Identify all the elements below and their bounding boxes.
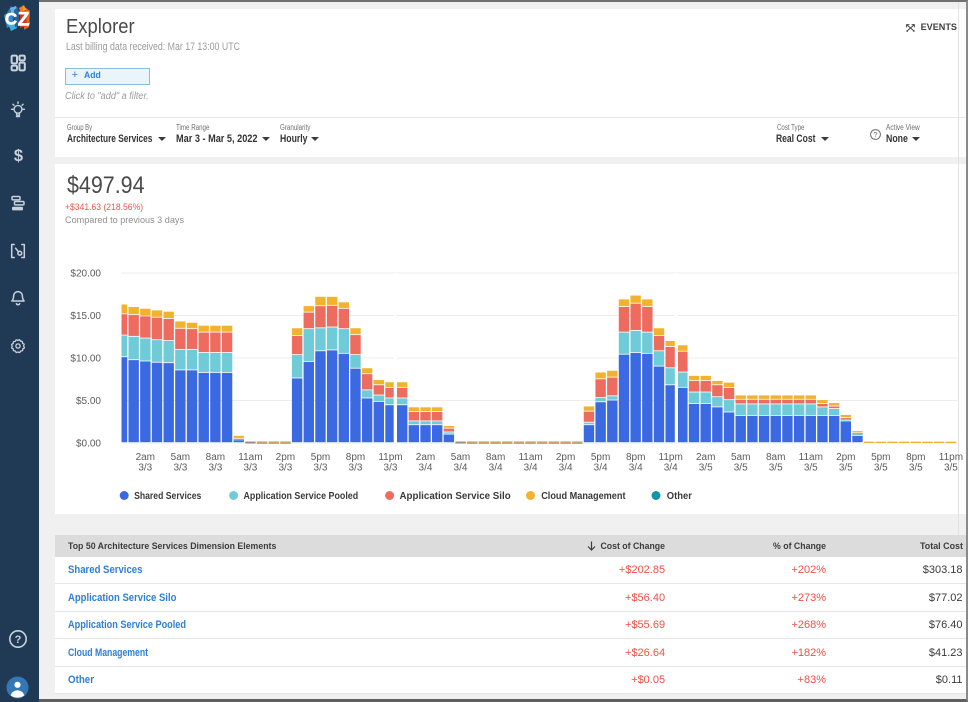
svg-text:11am: 11am [518, 452, 542, 463]
svg-text:3/5: 3/5 [944, 463, 958, 474]
svg-text:3/4: 3/4 [664, 463, 678, 474]
svg-text:$15.00: $15.00 [70, 311, 101, 322]
svg-text:$20.00: $20.00 [70, 269, 101, 280]
svg-text:3/3: 3/3 [138, 463, 152, 474]
svg-text:8am: 8am [486, 452, 505, 463]
svg-text:3/5: 3/5 [839, 463, 853, 474]
svg-text:$10.00: $10.00 [70, 354, 101, 365]
svg-text:3/4: 3/4 [489, 463, 503, 474]
svg-text:3/3: 3/3 [243, 463, 257, 474]
svg-text:?: ? [873, 130, 877, 139]
svg-text:3/4: 3/4 [524, 463, 538, 474]
svg-text:?: ? [15, 634, 22, 646]
svg-text:2pm: 2pm [556, 452, 575, 463]
svg-text:3/4: 3/4 [559, 463, 573, 474]
svg-text:3/5: 3/5 [769, 463, 783, 474]
svg-text:5am: 5am [451, 452, 470, 463]
svg-text:11am: 11am [799, 452, 823, 463]
svg-text:3/5: 3/5 [734, 463, 748, 474]
svg-text:2pm: 2pm [276, 452, 295, 463]
svg-text:Z: Z [18, 10, 30, 31]
svg-text:3/5: 3/5 [874, 463, 888, 474]
svg-text:3/3: 3/3 [349, 463, 363, 474]
svg-text:3/3: 3/3 [278, 463, 292, 474]
svg-text:8pm: 8pm [906, 452, 925, 463]
svg-text:3/5: 3/5 [909, 463, 923, 474]
svg-text:11pm: 11pm [378, 452, 402, 463]
svg-text:Other: Other [667, 490, 692, 502]
svg-text:3/5: 3/5 [804, 463, 818, 474]
svg-text:11pm: 11pm [939, 452, 963, 463]
svg-text:5pm: 5pm [311, 452, 330, 463]
svg-text:C: C [5, 10, 17, 29]
svg-text:8pm: 8pm [346, 452, 365, 463]
svg-text:Application Service Pooled: Application Service Pooled [244, 490, 359, 502]
svg-text:3/3: 3/3 [173, 463, 187, 474]
svg-text:2am: 2am [136, 452, 155, 463]
svg-text:2am: 2am [416, 452, 435, 463]
svg-text:3/3: 3/3 [314, 463, 328, 474]
svg-text:$0.00: $0.00 [76, 439, 101, 450]
svg-text:2am: 2am [696, 452, 715, 463]
svg-text:8am: 8am [206, 452, 225, 463]
svg-text:3/4: 3/4 [419, 463, 433, 474]
svg-text:Cloud Management: Cloud Management [541, 490, 626, 502]
svg-text:8pm: 8pm [626, 452, 645, 463]
svg-text:3/3: 3/3 [384, 463, 398, 474]
svg-text:$5.00: $5.00 [76, 396, 101, 407]
svg-text:Application Service Silo: Application Service Silo [400, 490, 511, 502]
svg-text:2pm: 2pm [836, 452, 855, 463]
svg-text:8am: 8am [766, 452, 785, 463]
svg-text:3/5: 3/5 [699, 463, 713, 474]
svg-text:3/3: 3/3 [208, 463, 222, 474]
svg-text:3/4: 3/4 [594, 463, 608, 474]
svg-text:Shared Services: Shared Services [134, 490, 201, 502]
svg-text:5am: 5am [731, 452, 750, 463]
svg-text:3/4: 3/4 [454, 463, 468, 474]
svg-text:3/4: 3/4 [629, 463, 643, 474]
svg-text:11am: 11am [238, 452, 262, 463]
svg-text:5pm: 5pm [871, 452, 890, 463]
svg-text:5pm: 5pm [591, 452, 610, 463]
svg-text:11pm: 11pm [659, 452, 683, 463]
svg-text:5am: 5am [171, 452, 190, 463]
